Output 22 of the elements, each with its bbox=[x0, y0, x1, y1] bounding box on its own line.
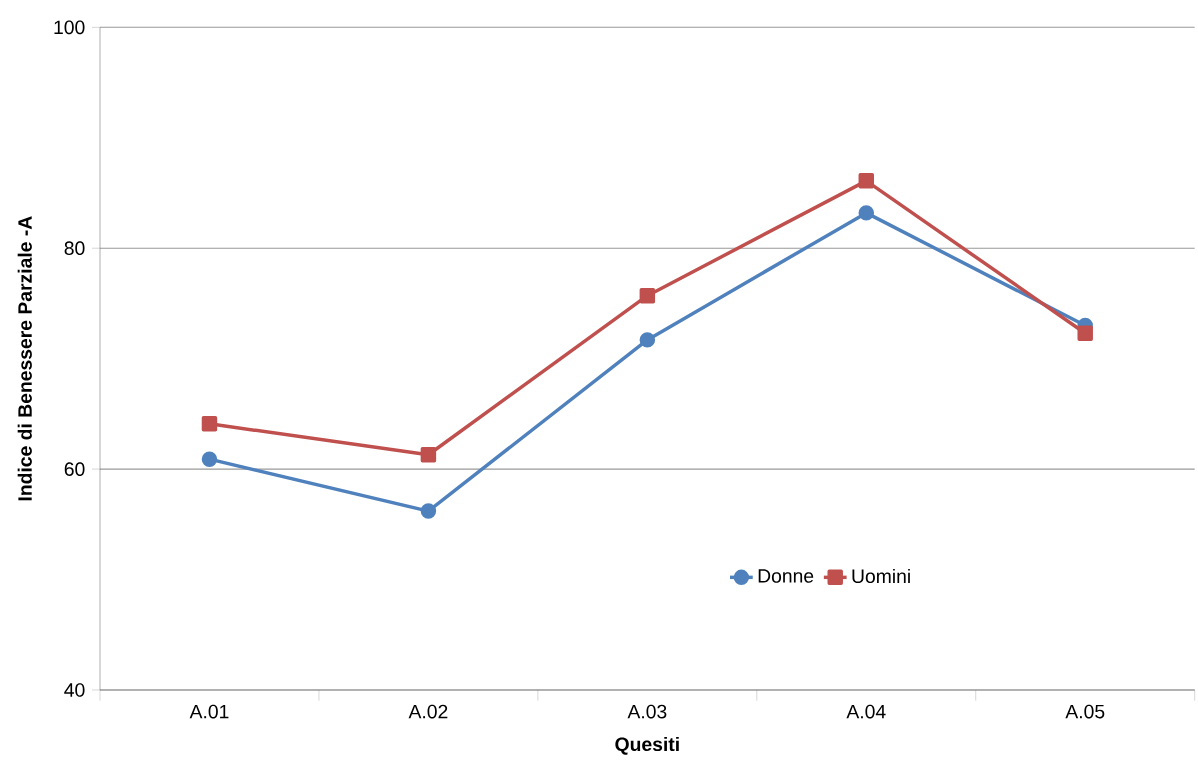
x-axis-title: Quesiti bbox=[615, 736, 679, 755]
point bbox=[639, 287, 656, 304]
point bbox=[201, 451, 218, 467]
point bbox=[1077, 325, 1093, 341]
y-tick-label: 80 bbox=[64, 241, 85, 256]
x-tick-label: A.03 bbox=[627, 704, 667, 719]
legend-label: Donne bbox=[758, 569, 814, 583]
x-tick-label: A.02 bbox=[408, 704, 448, 719]
point bbox=[420, 503, 437, 519]
x-tick-label: A.01 bbox=[189, 704, 229, 719]
point bbox=[858, 173, 875, 189]
point bbox=[420, 447, 437, 463]
y-tick-label: 60 bbox=[64, 462, 85, 476]
point bbox=[858, 205, 875, 221]
point bbox=[639, 332, 656, 348]
y-axis-title: Indice di Benessere Parziale -A bbox=[17, 216, 32, 501]
point bbox=[201, 416, 218, 432]
y-tick-label: 40 bbox=[64, 683, 85, 697]
legend-label: Uomini bbox=[852, 568, 910, 584]
y-tick-label: 100 bbox=[54, 20, 85, 35]
x-tick-label: A.04 bbox=[846, 704, 886, 719]
x-tick-label: A.05 bbox=[1065, 704, 1105, 719]
